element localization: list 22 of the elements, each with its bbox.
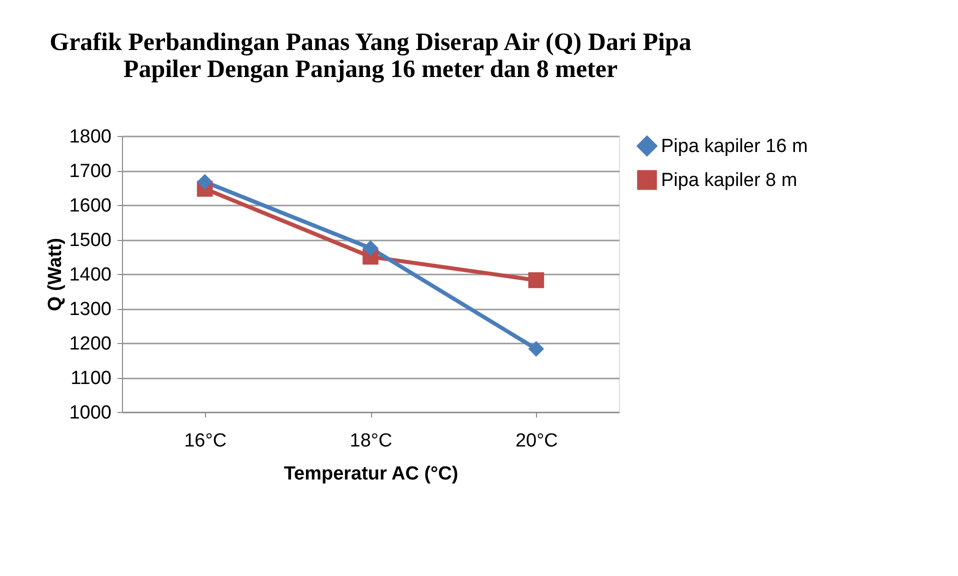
y-tick-label: 1400 bbox=[69, 264, 112, 286]
y-tick-label: 1700 bbox=[69, 161, 112, 182]
y-tick-label: 1500 bbox=[69, 230, 112, 251]
y-tick-label: 1200 bbox=[69, 334, 112, 354]
text: Papiler Dengan Panjang 16 meter dan 8 meter bbox=[123, 56, 618, 83]
y-tick-label: 1100 bbox=[70, 368, 112, 389]
legend-label: Pipa kapiler 8 m bbox=[661, 170, 798, 191]
point bbox=[528, 340, 544, 357]
point bbox=[196, 174, 213, 190]
y-tick-label: 1800 bbox=[69, 126, 112, 148]
x-axis-title: Temperatur AC (°C) bbox=[284, 464, 458, 484]
x-tick-label: 16°C bbox=[184, 430, 227, 452]
point bbox=[528, 272, 544, 288]
x-tick-label: 18°C bbox=[350, 430, 392, 452]
y-tick-label: 1000 bbox=[69, 402, 112, 424]
y-tick-label: 1300 bbox=[69, 299, 112, 320]
y-tick-label: 1600 bbox=[69, 196, 112, 216]
text: Grafik Perbandingan Panas Yang Diserap Air (Q) Dari Pipa bbox=[50, 29, 692, 56]
point bbox=[362, 240, 378, 256]
legend-label: Pipa kapiler 16 m bbox=[661, 136, 808, 157]
y-axis-title: Q (Watt) bbox=[45, 238, 66, 312]
x-tick-label: 20°C bbox=[515, 430, 558, 452]
